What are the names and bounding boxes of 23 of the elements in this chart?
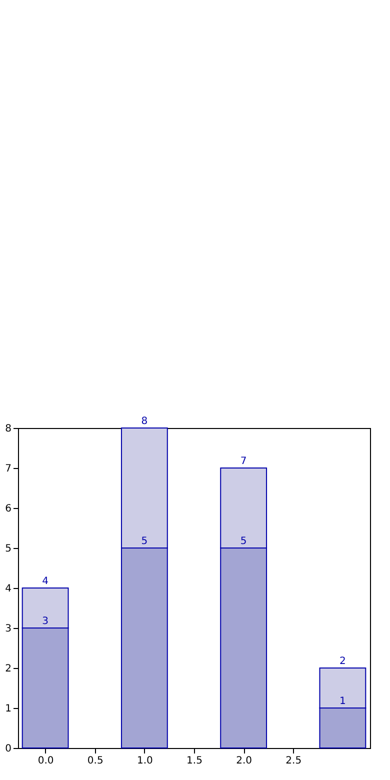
data-label: 3 — [42, 616, 48, 627]
x-tick-label: 0.0 — [38, 756, 54, 766]
data-label: 1 — [340, 696, 346, 707]
x-tick-label: 1.0 — [136, 756, 153, 766]
total-label: 7 — [240, 456, 247, 467]
x-tick-label: 2.0 — [236, 756, 252, 766]
y-tick-label: 6 — [5, 504, 12, 514]
x-tick-label: 1.5 — [186, 756, 202, 766]
total-label: 2 — [340, 656, 346, 667]
total-label: 4 — [42, 576, 48, 587]
x-tick-label: 2.5 — [286, 756, 302, 766]
y-tick-label: 5 — [5, 544, 12, 554]
y-tick-label: 4 — [5, 584, 12, 594]
x-tick-label: 0.5 — [87, 756, 104, 766]
total-label: 8 — [141, 416, 148, 427]
y-tick-label: 8 — [5, 424, 12, 434]
y-tick-label: 0 — [5, 744, 12, 754]
y-tick-label: 2 — [5, 664, 12, 674]
y-tick-label: 3 — [5, 624, 12, 634]
data-label: 5 — [240, 536, 247, 547]
data-label: 5 — [141, 536, 148, 547]
y-tick-label: 1 — [5, 704, 12, 714]
y-tick-label: 7 — [5, 464, 12, 474]
